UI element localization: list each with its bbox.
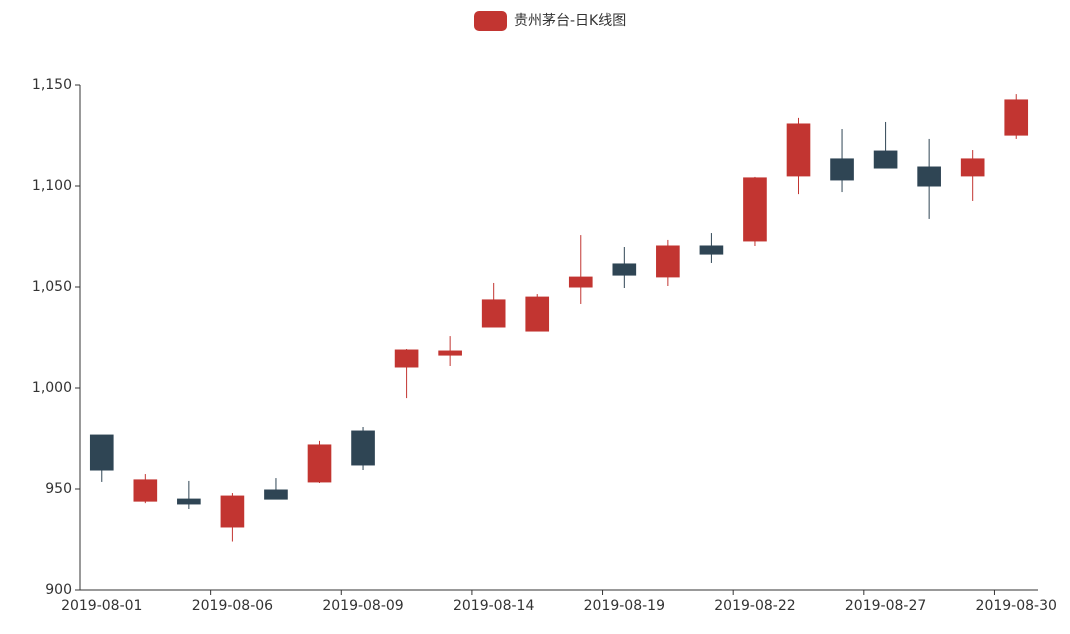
y-tick-label: 1,000 <box>32 380 72 396</box>
candle-body <box>656 245 680 278</box>
y-tick-label: 1,100 <box>32 178 72 194</box>
candle-body <box>89 434 114 471</box>
candle-body <box>743 177 767 242</box>
x-tick-label: 2019-08-14 <box>453 598 534 614</box>
candle-body <box>960 158 985 177</box>
candle-body <box>830 158 854 181</box>
candle-body <box>525 296 550 332</box>
y-tick-label: 950 <box>45 481 72 497</box>
candle-body <box>1004 99 1029 136</box>
candle-body <box>612 263 637 276</box>
candle-body <box>917 166 941 187</box>
candle-body <box>699 245 724 255</box>
x-tick-label: 2019-08-09 <box>322 598 403 614</box>
candle-body <box>481 299 506 328</box>
candle-body <box>307 444 332 483</box>
legend-label[interactable]: 贵州茅台-日K线图 <box>514 13 626 29</box>
candle-body <box>786 123 811 177</box>
y-tick-label: 1,050 <box>32 279 72 295</box>
x-tick-label: 2019-08-01 <box>61 598 142 614</box>
x-tick-label: 2019-08-22 <box>714 598 795 614</box>
x-tick-label: 2019-08-19 <box>584 598 665 614</box>
x-tick-label: 2019-08-06 <box>192 598 273 614</box>
candle-body <box>351 430 375 466</box>
x-tick-label: 2019-08-30 <box>976 598 1057 614</box>
candle-body <box>264 489 288 500</box>
candle-body <box>568 276 593 288</box>
x-tick-label: 2019-08-27 <box>845 598 926 614</box>
candle-body <box>133 479 158 502</box>
legend-swatch[interactable] <box>474 11 507 31</box>
candle-body <box>873 150 898 169</box>
y-tick-label: 1,150 <box>32 77 72 93</box>
candle-body <box>220 495 245 528</box>
candle-body <box>438 350 462 356</box>
candle-body <box>177 498 201 505</box>
candle-body <box>394 349 419 368</box>
y-tick-label: 900 <box>45 582 72 598</box>
